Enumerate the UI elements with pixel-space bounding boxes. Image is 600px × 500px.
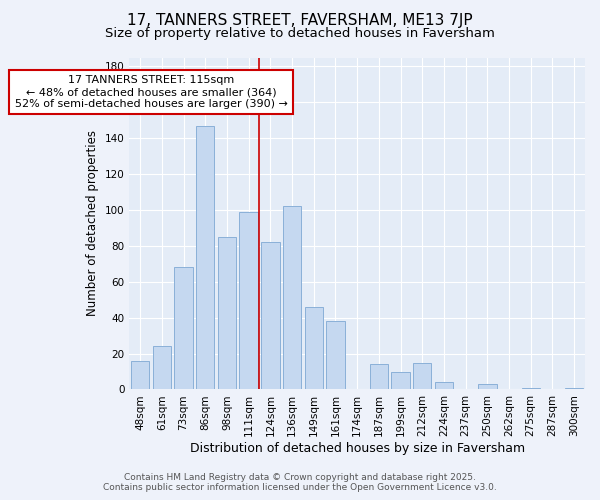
Bar — [370, 364, 388, 390]
Bar — [218, 237, 236, 390]
Text: 17 TANNERS STREET: 115sqm
← 48% of detached houses are smaller (364)
52% of semi: 17 TANNERS STREET: 115sqm ← 48% of detac… — [14, 76, 287, 108]
Bar — [239, 212, 258, 390]
Bar — [413, 362, 431, 390]
Text: Contains HM Land Registry data © Crown copyright and database right 2025.
Contai: Contains HM Land Registry data © Crown c… — [103, 473, 497, 492]
Y-axis label: Number of detached properties: Number of detached properties — [86, 130, 99, 316]
Text: Size of property relative to detached houses in Faversham: Size of property relative to detached ho… — [105, 28, 495, 40]
Bar — [261, 242, 280, 390]
Bar — [152, 346, 171, 390]
Bar — [565, 388, 583, 390]
Bar — [435, 382, 453, 390]
Bar — [283, 206, 301, 390]
Text: 17, TANNERS STREET, FAVERSHAM, ME13 7JP: 17, TANNERS STREET, FAVERSHAM, ME13 7JP — [127, 12, 473, 28]
Bar — [131, 360, 149, 390]
X-axis label: Distribution of detached houses by size in Faversham: Distribution of detached houses by size … — [190, 442, 525, 455]
Bar — [478, 384, 497, 390]
Bar — [175, 268, 193, 390]
Bar — [521, 388, 540, 390]
Bar — [305, 307, 323, 390]
Bar — [196, 126, 214, 390]
Bar — [391, 372, 410, 390]
Bar — [326, 322, 344, 390]
